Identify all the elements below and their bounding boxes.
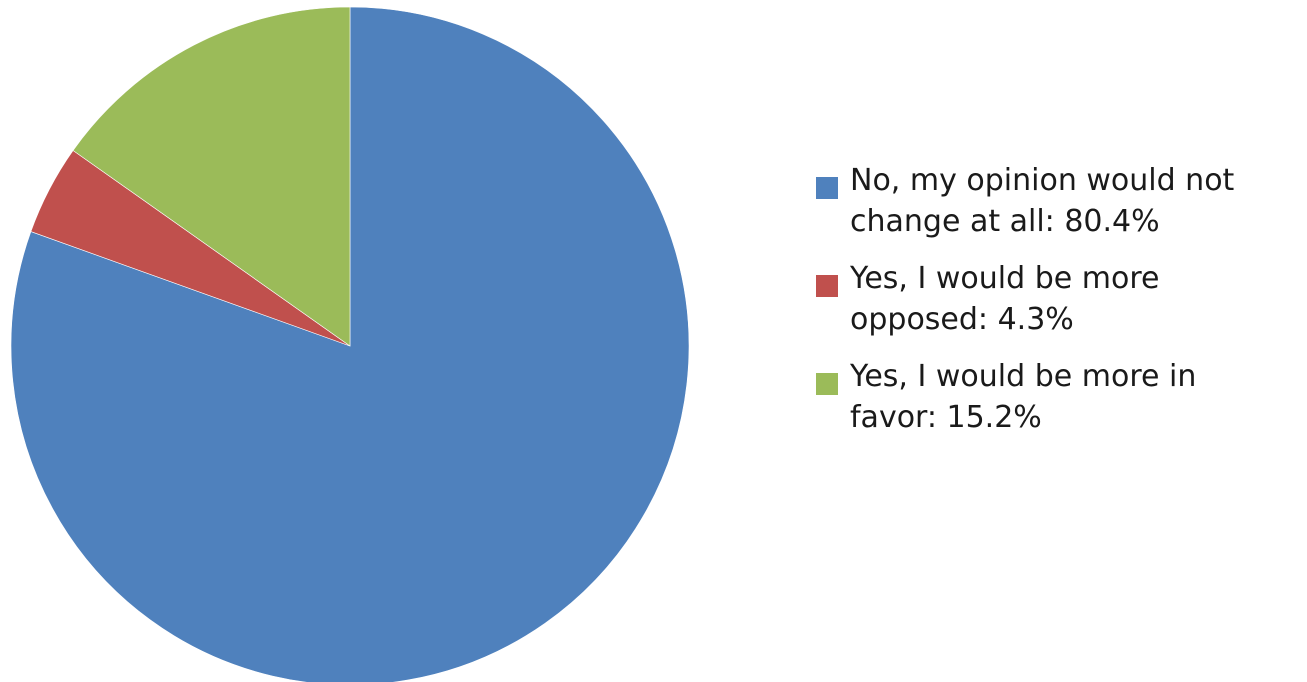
legend-label: Yes, I would be more opposed: 4.3% <box>850 261 1160 337</box>
legend-swatch <box>816 373 838 395</box>
pie-slice-2 <box>72 6 351 347</box>
legend-item: Yes, I would be more in favor: 15.2% <box>816 356 1296 438</box>
chart-legend: No, my opinion would not change at all: … <box>816 160 1296 454</box>
legend-swatch <box>816 275 838 297</box>
legend-label: Yes, I would be more in favor: 15.2% <box>850 359 1197 435</box>
legend-label: No, my opinion would not change at all: … <box>850 163 1235 239</box>
pie-plot-area <box>10 6 690 682</box>
legend-swatch <box>816 177 838 199</box>
legend-item: Yes, I would be more opposed: 4.3% <box>816 258 1296 340</box>
legend-item: No, my opinion would not change at all: … <box>816 160 1296 242</box>
